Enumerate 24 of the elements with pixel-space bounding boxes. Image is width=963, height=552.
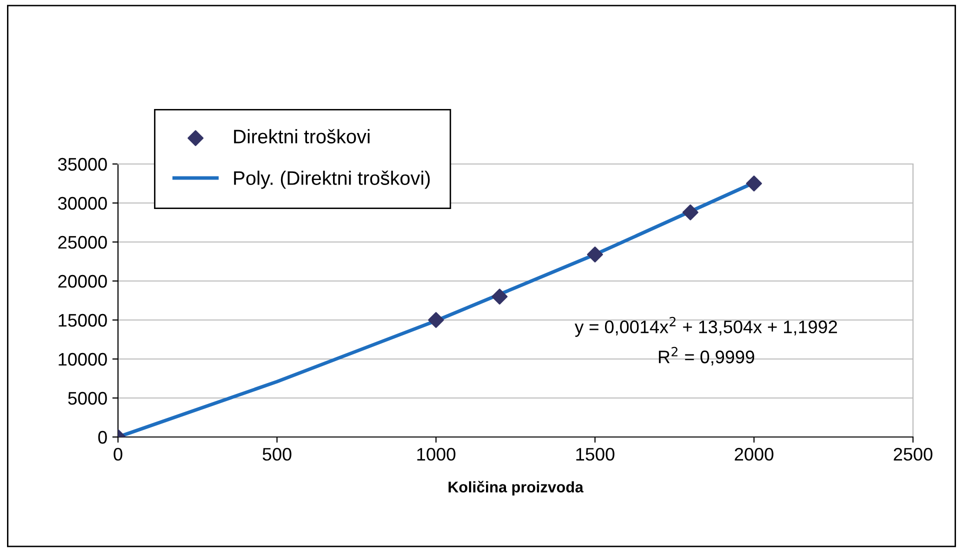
point <box>746 176 762 192</box>
y-tick-label: 15000 <box>58 314 107 327</box>
x-axis-title: Količina proizvoda <box>448 480 584 496</box>
y-tick-label: 5000 <box>68 392 107 405</box>
x-tick-label: 2500 <box>894 448 932 461</box>
legend-label: Poly. (Direktni troškovi) <box>234 170 430 189</box>
point <box>587 246 603 262</box>
x-tick-label: 1500 <box>576 448 614 461</box>
y-tick-label: 25000 <box>58 236 107 249</box>
point <box>682 204 698 220</box>
y-tick-label: 0 <box>98 430 107 444</box>
point <box>492 288 508 305</box>
point <box>428 312 444 328</box>
y-tick-label: 10000 <box>58 352 107 366</box>
y-tick-label: 20000 <box>58 274 107 288</box>
legend-label: Direktni troškovi <box>234 129 370 144</box>
annotation: y = 0,0014x$^{2}$ + 13,504x + 1,1992 <box>574 316 837 337</box>
x-tick-label: 1000 <box>417 448 456 461</box>
x-tick-label: 0 <box>114 448 122 461</box>
annotation: R$^{2}$ = 0,9999 <box>658 346 754 366</box>
y-tick-label: 30000 <box>58 196 107 210</box>
x-tick-label: 2000 <box>734 448 774 461</box>
x-tick-label: 500 <box>262 448 292 461</box>
y-tick-label: 35000 <box>58 158 107 171</box>
